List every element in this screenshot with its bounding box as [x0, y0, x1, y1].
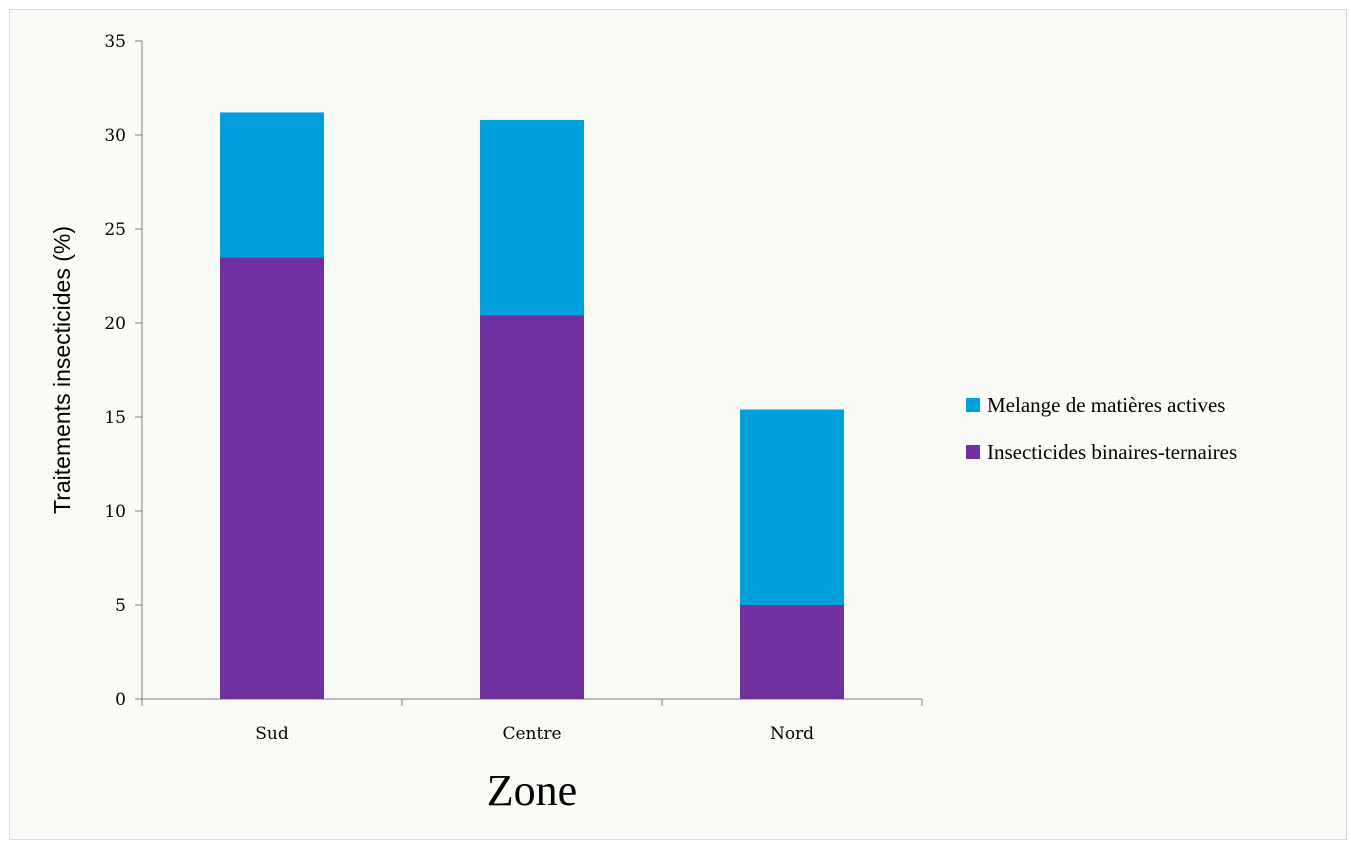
y-tick-label: 5 — [115, 596, 126, 616]
bar-segment-binaires-ternaires-nord — [740, 605, 844, 699]
x-tick-label: Centre — [502, 724, 561, 744]
bar-segment-binaires-ternaires-centre — [480, 315, 584, 699]
y-tick-label: 25 — [104, 220, 126, 240]
y-tick-label: 35 — [104, 32, 126, 52]
bar-segment-binaires-ternaires-sud — [220, 257, 324, 699]
y-tick-label: 10 — [104, 502, 126, 522]
legend: Melange de matières actives Insecticides … — [966, 393, 1237, 464]
x-tick-label: Nord — [770, 724, 814, 744]
legend-label: Melange de matières actives — [987, 393, 1225, 417]
bar-segment-melange-centre — [480, 119, 584, 316]
y-tick-label: 0 — [115, 690, 126, 710]
legend-swatch — [966, 445, 980, 459]
y-tick-label: 15 — [104, 408, 126, 428]
legend-swatch — [966, 398, 980, 412]
x-axis: Sud Centre Nord — [141, 698, 923, 744]
y-tick-label: 20 — [104, 314, 126, 334]
bars — [220, 112, 844, 699]
y-axis: 0 5 10 15 20 25 30 35 — [104, 32, 143, 710]
y-tick-label: 30 — [104, 126, 126, 146]
y-axis-label: Traitements insecticides (%) — [49, 226, 75, 514]
x-axis-label: Zone — [487, 766, 577, 815]
legend-label: Insecticides binaires-ternaires — [987, 440, 1237, 464]
x-tick-label: Sud — [255, 724, 289, 744]
bar-segment-melange-sud — [220, 112, 324, 258]
bar-segment-melange-nord — [740, 409, 844, 605]
